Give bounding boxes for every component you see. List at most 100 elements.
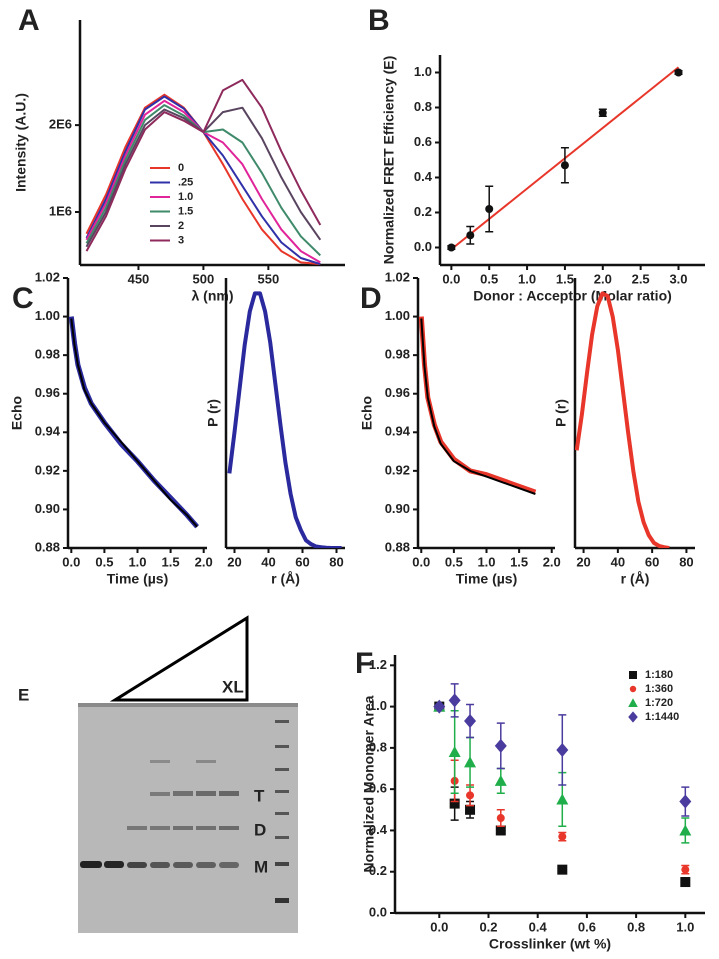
x-axis-label: Time (µs) (456, 571, 518, 587)
y-tick-label: 0.0 (414, 239, 432, 254)
legend-label: 1:360 (645, 683, 673, 695)
x-tick-label: 1.0 (477, 554, 495, 569)
marker (485, 205, 494, 213)
marker (560, 161, 569, 170)
y-axis-label: P (r) (553, 399, 569, 427)
x-tick-label: 80 (329, 554, 343, 569)
y-tick-label: 0.8 (414, 99, 432, 114)
y-tick-label: 0.8 (369, 739, 387, 754)
series-line (70, 318, 198, 528)
series-line (227, 291, 342, 548)
y-tick-label: 0.0 (369, 904, 387, 919)
x-tick-label: 20 (227, 554, 241, 569)
y-axis-label: Intensity (A.U.) (13, 93, 29, 192)
x-tick-label: 40 (611, 554, 625, 569)
y-tick-label: 0.90 (35, 501, 60, 516)
x-axis-label: Crosslinker (wt %) (489, 936, 611, 952)
y-tick-label: 0.92 (385, 462, 410, 477)
y-tick-label: 0.88 (385, 539, 410, 554)
x-tick-label: 0.8 (627, 919, 645, 934)
x-tick-label: 1.0 (128, 554, 146, 569)
legend-label: 1:180 (645, 669, 673, 681)
y-tick-label: 1.02 (35, 269, 60, 284)
marker (679, 824, 692, 836)
x-tick-label: 0.0 (62, 554, 80, 569)
legend-label: 3 (178, 234, 184, 246)
x-tick-label: 450 (128, 271, 150, 286)
y-tick-label: 1.0 (369, 698, 387, 713)
x-tick-label: 500 (193, 271, 215, 286)
marker (556, 742, 569, 757)
band-label: M (254, 857, 268, 876)
y-tick-label: 0.6 (369, 781, 387, 796)
y-tick-label: 1.00 (35, 308, 60, 323)
x-axis-label: Time (µs) (107, 571, 169, 587)
x-tick-label: 0.4 (529, 919, 548, 934)
marker (557, 864, 568, 875)
legend-marker (629, 671, 637, 679)
gel-bands (80, 720, 289, 903)
gel-wells (78, 703, 298, 707)
y-axis-label: P (r) (205, 399, 221, 427)
panel-letter: E (18, 685, 29, 704)
x-tick-label: 550 (258, 271, 280, 286)
x-tick-label: 60 (295, 554, 309, 569)
x-tick-label: 0.2 (479, 919, 497, 934)
gel-panel: E XL (18, 615, 298, 933)
y-tick-label: 0.98 (35, 347, 60, 362)
x-tick-label: 2.0 (543, 554, 561, 569)
y-tick-label: 1.00 (385, 308, 410, 323)
xl-label: XL (222, 677, 244, 696)
y-tick-label: 0.6 (414, 134, 432, 149)
y-axis-label: Normalized FRET Efficiency (E) (381, 56, 397, 264)
y-axis-label: Normalized Monomer Area (361, 695, 377, 872)
x-tick-label: 80 (679, 554, 693, 569)
marker (674, 68, 683, 77)
x-tick-label: 1.5 (510, 554, 528, 569)
marker (598, 108, 607, 117)
marker (433, 699, 446, 714)
y-tick-label: 0.4 (369, 822, 388, 837)
marker (447, 243, 456, 252)
legend-label: 1.5 (178, 205, 193, 217)
marker (464, 714, 477, 729)
x-axis-label: r (Å) (271, 571, 300, 587)
legend-marker (629, 685, 637, 693)
y-tick-label: 0.96 (385, 385, 410, 400)
x-tick-label: 40 (261, 554, 275, 569)
legend-label: .25 (178, 176, 193, 188)
marker (449, 798, 460, 809)
band-label: D (254, 820, 266, 839)
x-tick-label: 0.0 (442, 271, 460, 286)
x-axis-label: Donor : Acceptor (Molar ratio) (473, 288, 672, 304)
y-tick-label: 0.88 (35, 539, 60, 554)
y-tick-label: 1.2 (369, 657, 387, 672)
x-tick-label: 0.5 (480, 271, 498, 286)
legend-label: 1.0 (178, 191, 193, 203)
y-tick-label: 0.94 (385, 424, 411, 439)
xl-wedge (109, 615, 249, 702)
marker (495, 825, 506, 836)
series-line (575, 291, 670, 548)
y-tick-label: 1.02 (385, 269, 410, 284)
panel-letter: C (12, 282, 34, 315)
x-tick-label: 2.0 (195, 554, 213, 569)
legend-marker (628, 711, 638, 723)
legend-marker (628, 698, 638, 707)
chart-panel: 20 40 60 80 r (Å) P (r) (205, 278, 345, 587)
y-tick-label: 0.98 (385, 347, 410, 362)
x-tick-label: 20 (576, 554, 590, 569)
x-tick-label: 1.5 (162, 554, 180, 569)
x-tick-label: 0.0 (412, 554, 430, 569)
y-tick-label: 0.94 (35, 424, 61, 439)
panel-letter: F (355, 647, 373, 680)
legend-label: 1:1440 (645, 711, 679, 723)
legend-label: 0 (178, 162, 184, 174)
x-tick-label: 2.0 (594, 271, 612, 286)
chart-panel: D 0.0 0.5 1.0 1.5 2.0 0.88 0.90 0.92 0.94 0.96 0.98… (359, 269, 561, 586)
marker (679, 794, 692, 809)
x-tick-label: 1.5 (556, 271, 574, 286)
series-line (85, 78, 322, 252)
band-label: T (254, 786, 265, 805)
